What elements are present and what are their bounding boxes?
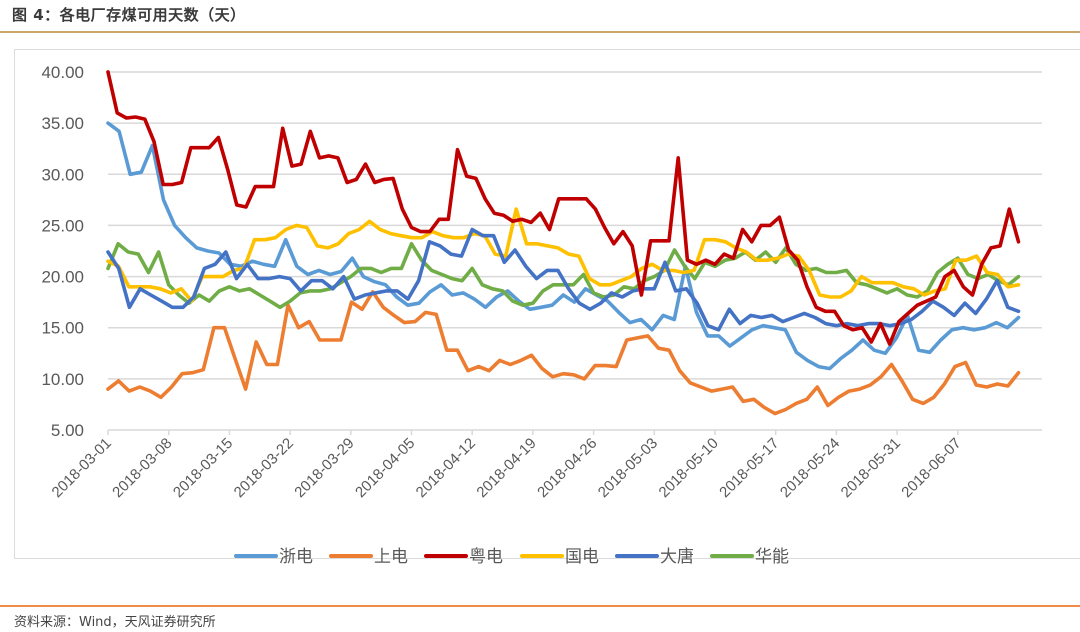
x-tick-label: 2018-04-26 — [534, 435, 600, 501]
x-tick-label: 2018-05-10 — [656, 435, 722, 501]
y-tick-label: 30.00 — [41, 165, 84, 184]
series-line-6 — [106, 242, 1021, 310]
x-tick-label: 2018-05-31 — [838, 435, 904, 501]
series-line-2 — [106, 290, 1021, 416]
x-tick-label: 2018-05-24 — [777, 435, 843, 501]
series-lines — [106, 70, 1021, 416]
x-tick-label: 2018-05-17 — [716, 435, 782, 501]
gridlines — [108, 71, 1042, 431]
x-tick-label: 2018-06-07 — [898, 435, 964, 501]
legend-label: 上电 — [374, 547, 408, 567]
y-tick-label: 20.00 — [41, 268, 84, 287]
y-axis-ticks: 40.00 35.00 30.00 25.00 20.00 15.00 10.00 5.00 — [41, 63, 84, 440]
legend-label: 粤电 — [469, 547, 503, 567]
title-divider — [0, 31, 1080, 33]
series-line-4 — [106, 207, 1021, 303]
series-line-5 — [106, 227, 1021, 332]
x-tick-label: 2018-03-29 — [291, 435, 357, 501]
x-tick-label: 2018-04-12 — [413, 435, 479, 501]
legend-label: 大唐 — [660, 546, 694, 567]
x-tick-label: 2018-04-05 — [352, 435, 418, 501]
x-tick-label: 2018-03-01 — [49, 435, 115, 501]
source-divider — [0, 605, 1080, 607]
series-line-3 — [106, 70, 1021, 346]
series-line-1 — [106, 121, 1021, 371]
legend-label: 华能 — [755, 547, 789, 567]
chart-frame — [14, 49, 1080, 559]
x-tick-label: 2018-05-03 — [595, 435, 661, 501]
y-tick-label: 40.00 — [41, 63, 84, 82]
y-tick-label: 25.00 — [41, 216, 84, 235]
y-tick-label: 35.00 — [41, 114, 84, 133]
legend: 浙电 上电 粤电 国电 大唐 华能 — [234, 546, 789, 567]
x-axis: 2018-03-012018-03-082018-03-152018-03-22… — [49, 430, 965, 501]
y-tick-label: 5.00 — [51, 421, 84, 440]
x-tick-label: 2018-03-08 — [109, 435, 175, 501]
x-tick-label: 2018-03-15 — [170, 435, 236, 501]
y-tick-label: 10.00 — [41, 370, 84, 389]
legend-label: 国电 — [565, 547, 599, 567]
figure-title: 图 4：各电厂存煤可用天数（天） — [12, 6, 246, 24]
y-tick-label: 15.00 — [41, 319, 84, 338]
source-note: 资料来源：Wind，天风证券研究所 — [14, 615, 216, 630]
x-tick-label: 2018-04-19 — [473, 435, 539, 501]
legend-label: 浙电 — [279, 547, 313, 567]
x-tick-label: 2018-03-22 — [231, 435, 297, 501]
